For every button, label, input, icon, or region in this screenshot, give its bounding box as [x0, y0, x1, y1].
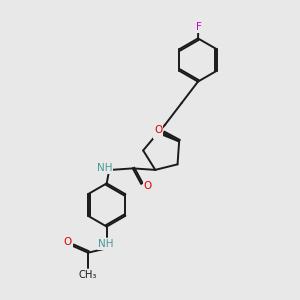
- Text: NH: NH: [97, 164, 112, 173]
- Text: O: O: [64, 238, 72, 248]
- Text: O: O: [144, 182, 152, 191]
- Text: CH₃: CH₃: [79, 270, 97, 280]
- Text: F: F: [196, 22, 202, 32]
- Text: N: N: [154, 128, 162, 138]
- Text: NH: NH: [98, 239, 113, 249]
- Text: O: O: [154, 125, 162, 135]
